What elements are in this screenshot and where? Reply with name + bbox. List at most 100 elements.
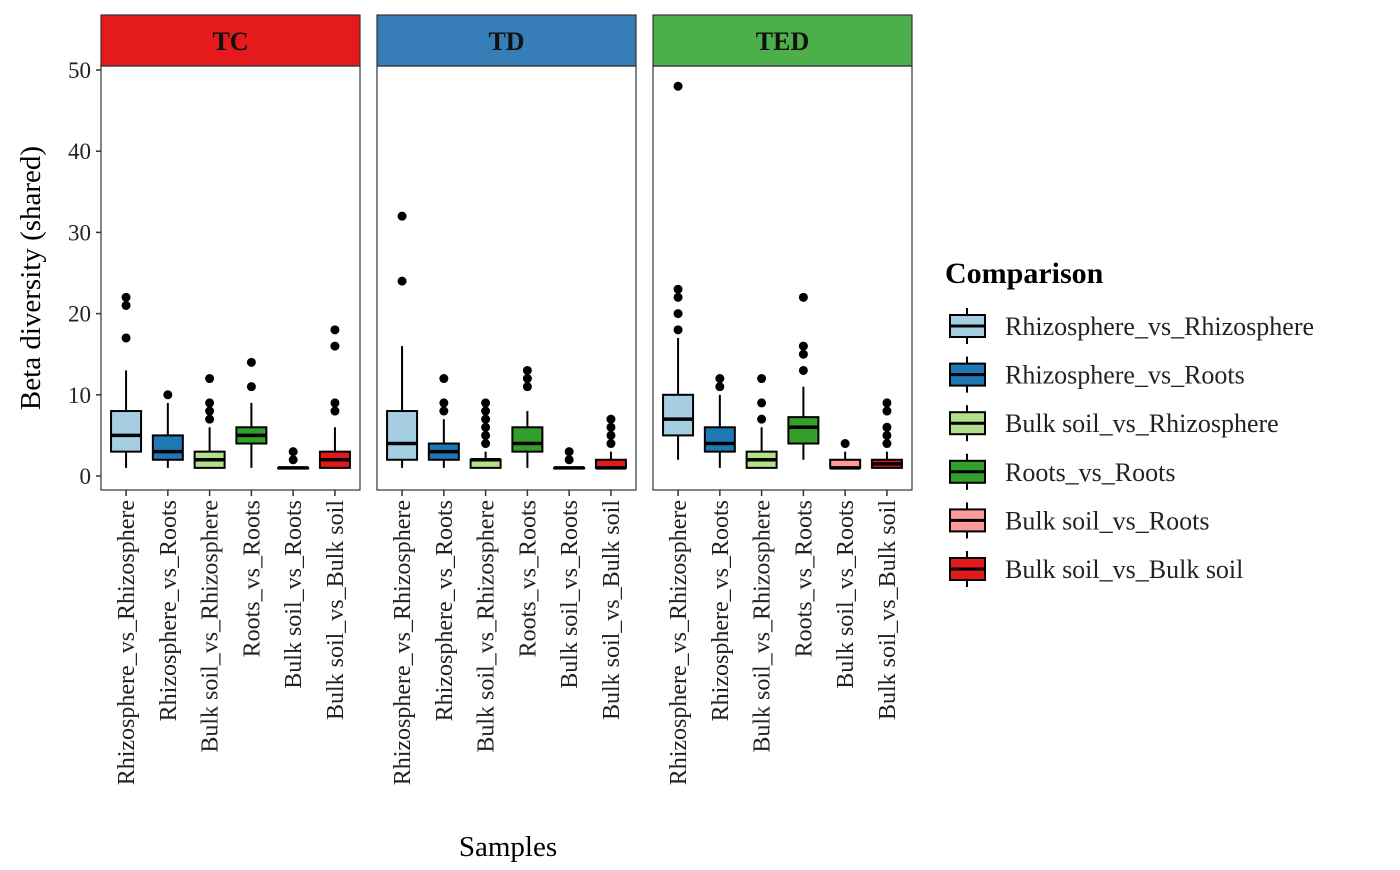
x-tick-label: Bulk soil_vs_Rhizosphere — [750, 500, 776, 753]
x-tick-label: Rhizosphere_vs_Rhizosphere — [114, 500, 140, 785]
box-bulk-soil-vs-rhizosphere — [745, 374, 778, 469]
outlier-point — [715, 374, 725, 384]
box-iqr — [703, 426, 736, 453]
outlier-point — [205, 398, 215, 408]
x-axis-title: Samples — [459, 831, 557, 863]
box-bulk-soil-vs-roots — [277, 447, 310, 470]
x-tick-label: Roots_vs_Roots — [791, 500, 817, 657]
x-tick-label: Bulk soil_vs_Roots — [557, 500, 583, 689]
box-rhizosphere-vs-rhizosphere — [386, 211, 419, 468]
outlier-point — [121, 292, 131, 302]
y-tick-label: 20 — [68, 302, 91, 327]
legend-title: Comparison — [945, 257, 1104, 290]
box-rhizosphere-vs-roots — [427, 374, 460, 468]
outlier-point — [330, 406, 340, 416]
x-tick-label: Bulk soil_vs_Rhizosphere — [198, 500, 224, 753]
outlier-point — [439, 374, 449, 384]
box-iqr — [151, 434, 184, 461]
outlier-point — [163, 390, 173, 400]
x-tick-label: Bulk soil_vs_Roots — [281, 500, 307, 689]
outlier-point — [246, 382, 256, 392]
outlier-point — [882, 430, 892, 440]
y-tick-label: 40 — [68, 139, 91, 164]
box-bulk-soil-vs-rhizosphere — [193, 374, 226, 469]
box-iqr — [110, 410, 143, 453]
outlier-point — [330, 325, 340, 335]
y-tick-label: 30 — [68, 220, 91, 245]
outlier-point — [564, 447, 574, 457]
outlier-point — [606, 430, 616, 440]
legend-label: Roots_vs_Roots — [1005, 458, 1176, 487]
outlier-point — [757, 374, 767, 384]
box-iqr — [662, 393, 695, 437]
outlier-point — [439, 406, 449, 416]
legend-label: Bulk soil_vs_Bulk soil — [1005, 555, 1243, 584]
facet-strip-label: TED — [756, 27, 809, 56]
x-tick-label: Rhizosphere_vs_Roots — [708, 500, 734, 721]
x-tick-label: Roots_vs_Roots — [515, 500, 541, 657]
panel-border — [376, 65, 637, 491]
outlier-point — [481, 398, 491, 408]
outlier-point — [882, 422, 892, 432]
box-bulk-soil-vs-bulk-soil — [870, 398, 903, 469]
outlier-point — [205, 406, 215, 416]
outlier-point — [397, 211, 407, 221]
y-axis-title: Beta diversity (shared) — [15, 146, 47, 410]
outlier-point — [121, 333, 131, 343]
x-tick-label: Rhizosphere_vs_Roots — [432, 500, 458, 721]
box-bulk-soil-vs-roots — [829, 439, 862, 470]
outlier-point — [882, 398, 892, 408]
legend-item: Rhizosphere_vs_Rhizosphere — [949, 308, 1314, 344]
box-iqr — [511, 426, 544, 453]
outlier-point — [757, 398, 767, 408]
outlier-point — [606, 439, 616, 449]
panel-border — [100, 65, 361, 491]
outlier-point — [798, 341, 808, 351]
box-rhizosphere-vs-roots — [151, 390, 184, 468]
x-tick-label: Roots_vs_Roots — [239, 500, 265, 657]
outlier-point — [798, 292, 808, 302]
outlier-point — [397, 276, 407, 286]
legend-item: Rhizosphere_vs_Roots — [949, 356, 1245, 393]
legend-item: Bulk soil_vs_Roots — [949, 502, 1209, 539]
outlier-point — [882, 406, 892, 416]
outlier-point — [288, 455, 298, 465]
outlier-point — [798, 349, 808, 359]
legend-label: Bulk soil_vs_Roots — [1005, 506, 1209, 535]
outlier-point — [481, 414, 491, 424]
x-tick-label: Bulk soil_vs_Roots — [833, 500, 859, 689]
box-roots-vs-roots — [511, 365, 544, 468]
outlier-point — [522, 374, 532, 384]
outlier-point — [673, 309, 683, 319]
outlier-point — [840, 439, 850, 449]
outlier-point — [288, 447, 298, 457]
box-rhizosphere-vs-rhizosphere — [110, 292, 143, 468]
outlier-point — [564, 455, 574, 465]
legend-label: Rhizosphere_vs_Rhizosphere — [1005, 312, 1314, 341]
facet-panel-ted: TED Rhizosphere_vs_Rhizosphere Rhizosphere… — [652, 14, 913, 785]
box-rhizosphere-vs-rhizosphere — [662, 81, 695, 460]
box-bulk-soil-vs-bulk-soil — [318, 325, 351, 469]
x-tick-label: Bulk soil_vs_Bulk soil — [323, 500, 349, 720]
y-tick-label: 50 — [68, 58, 91, 83]
outlier-point — [481, 422, 491, 432]
outlier-point — [673, 81, 683, 91]
outlier-point — [330, 341, 340, 351]
box-rhizosphere-vs-roots — [703, 374, 736, 468]
box-bulk-soil-vs-rhizosphere — [469, 398, 502, 469]
outlier-point — [481, 406, 491, 416]
outlier-point — [606, 414, 616, 424]
x-tick-label: Bulk soil_vs_Bulk soil — [599, 500, 625, 720]
box-iqr — [386, 410, 419, 461]
outlier-point — [481, 430, 491, 440]
box-roots-vs-roots — [235, 357, 268, 468]
x-tick-label: Rhizosphere_vs_Rhizosphere — [666, 500, 692, 785]
outlier-point — [439, 398, 449, 408]
box-iqr — [787, 416, 820, 445]
outlier-point — [246, 357, 256, 367]
panel-border — [652, 65, 913, 491]
x-tick-label: Bulk soil_vs_Bulk soil — [875, 500, 901, 720]
outlier-point — [205, 374, 215, 384]
box-bulk-soil-vs-bulk-soil — [594, 414, 627, 470]
outlier-point — [330, 398, 340, 408]
